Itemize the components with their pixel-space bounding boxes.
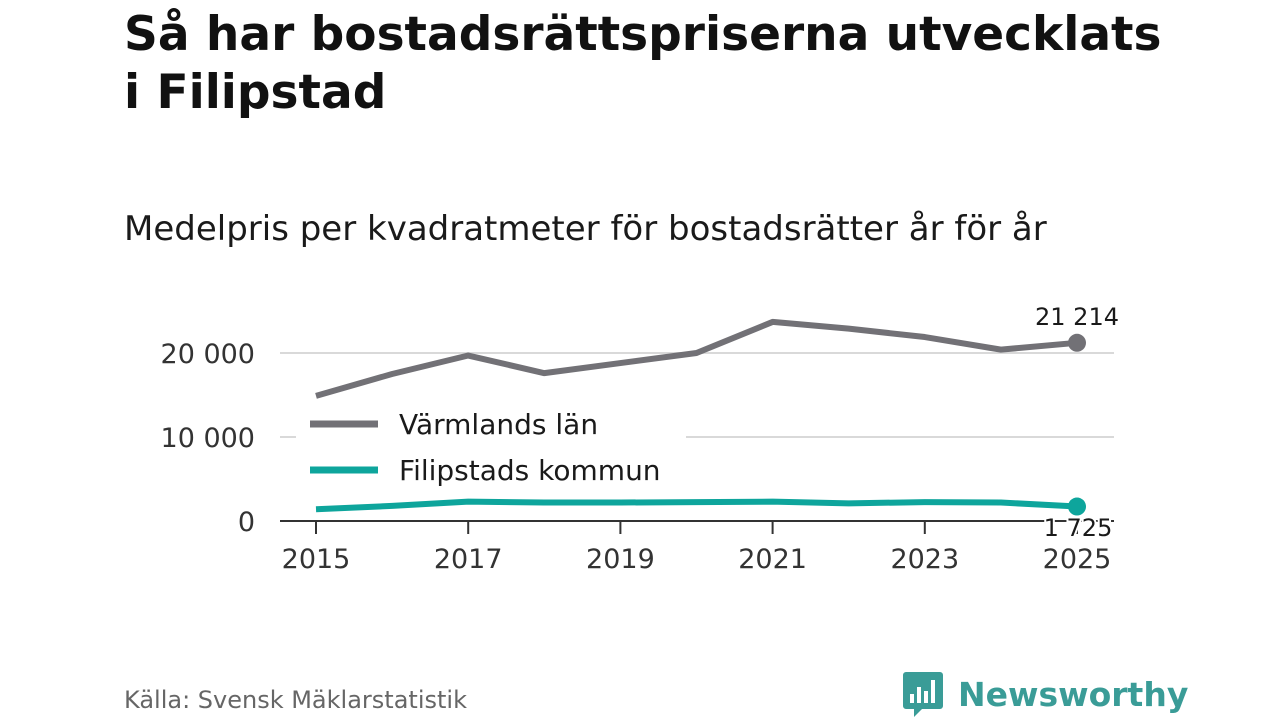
legend-label-1: Filipstads kommun <box>399 454 661 487</box>
end-label-filipstad: 1 725 <box>1044 514 1113 542</box>
x-tick-label: 2017 <box>434 544 503 575</box>
data-labels: 21 214 1 725 <box>1035 303 1119 544</box>
x-tick-label: 2021 <box>738 544 807 575</box>
newsworthy-icon <box>903 672 943 717</box>
series-endpoint-0 <box>1068 333 1086 352</box>
brand-name: Newsworthy <box>958 674 1189 714</box>
series-lines <box>315 318 1086 516</box>
chart-subtitle: Medelpris per kvadratmeter för bostadsrä… <box>124 209 1047 249</box>
y-tick-label: 10 000 <box>161 423 255 454</box>
gridlines: 0 10 000 20 000 <box>161 339 1114 538</box>
y-tick-label: 20 000 <box>161 339 255 370</box>
legend-label-0: Värmlands län <box>399 408 598 441</box>
x-tick-label: 2023 <box>890 544 959 575</box>
series-endpoint-1 <box>1068 497 1086 516</box>
y-tick-label: 0 <box>238 507 255 538</box>
legend: Värmlands län Filipstads kommun <box>296 400 686 498</box>
x-tick-label: 2015 <box>282 544 351 575</box>
x-tick-label: 2019 <box>586 544 655 575</box>
newsworthy-logo[interactable]: Newsworthy <box>902 670 1188 718</box>
series-line-0 <box>315 318 1078 399</box>
chart-title: Så har bostadsrättspriserna utvecklats i… <box>124 7 1162 120</box>
source-note: Källa: Svensk Mäklarstatistik <box>124 686 467 714</box>
legend-background <box>296 400 686 498</box>
x-tick-label: 2025 <box>1043 544 1112 575</box>
x-axis: 2015 2017 2019 2021 2023 2025 <box>280 520 1114 575</box>
end-label-varmland: 21 214 <box>1035 303 1119 331</box>
series-line-1 <box>315 498 1078 513</box>
